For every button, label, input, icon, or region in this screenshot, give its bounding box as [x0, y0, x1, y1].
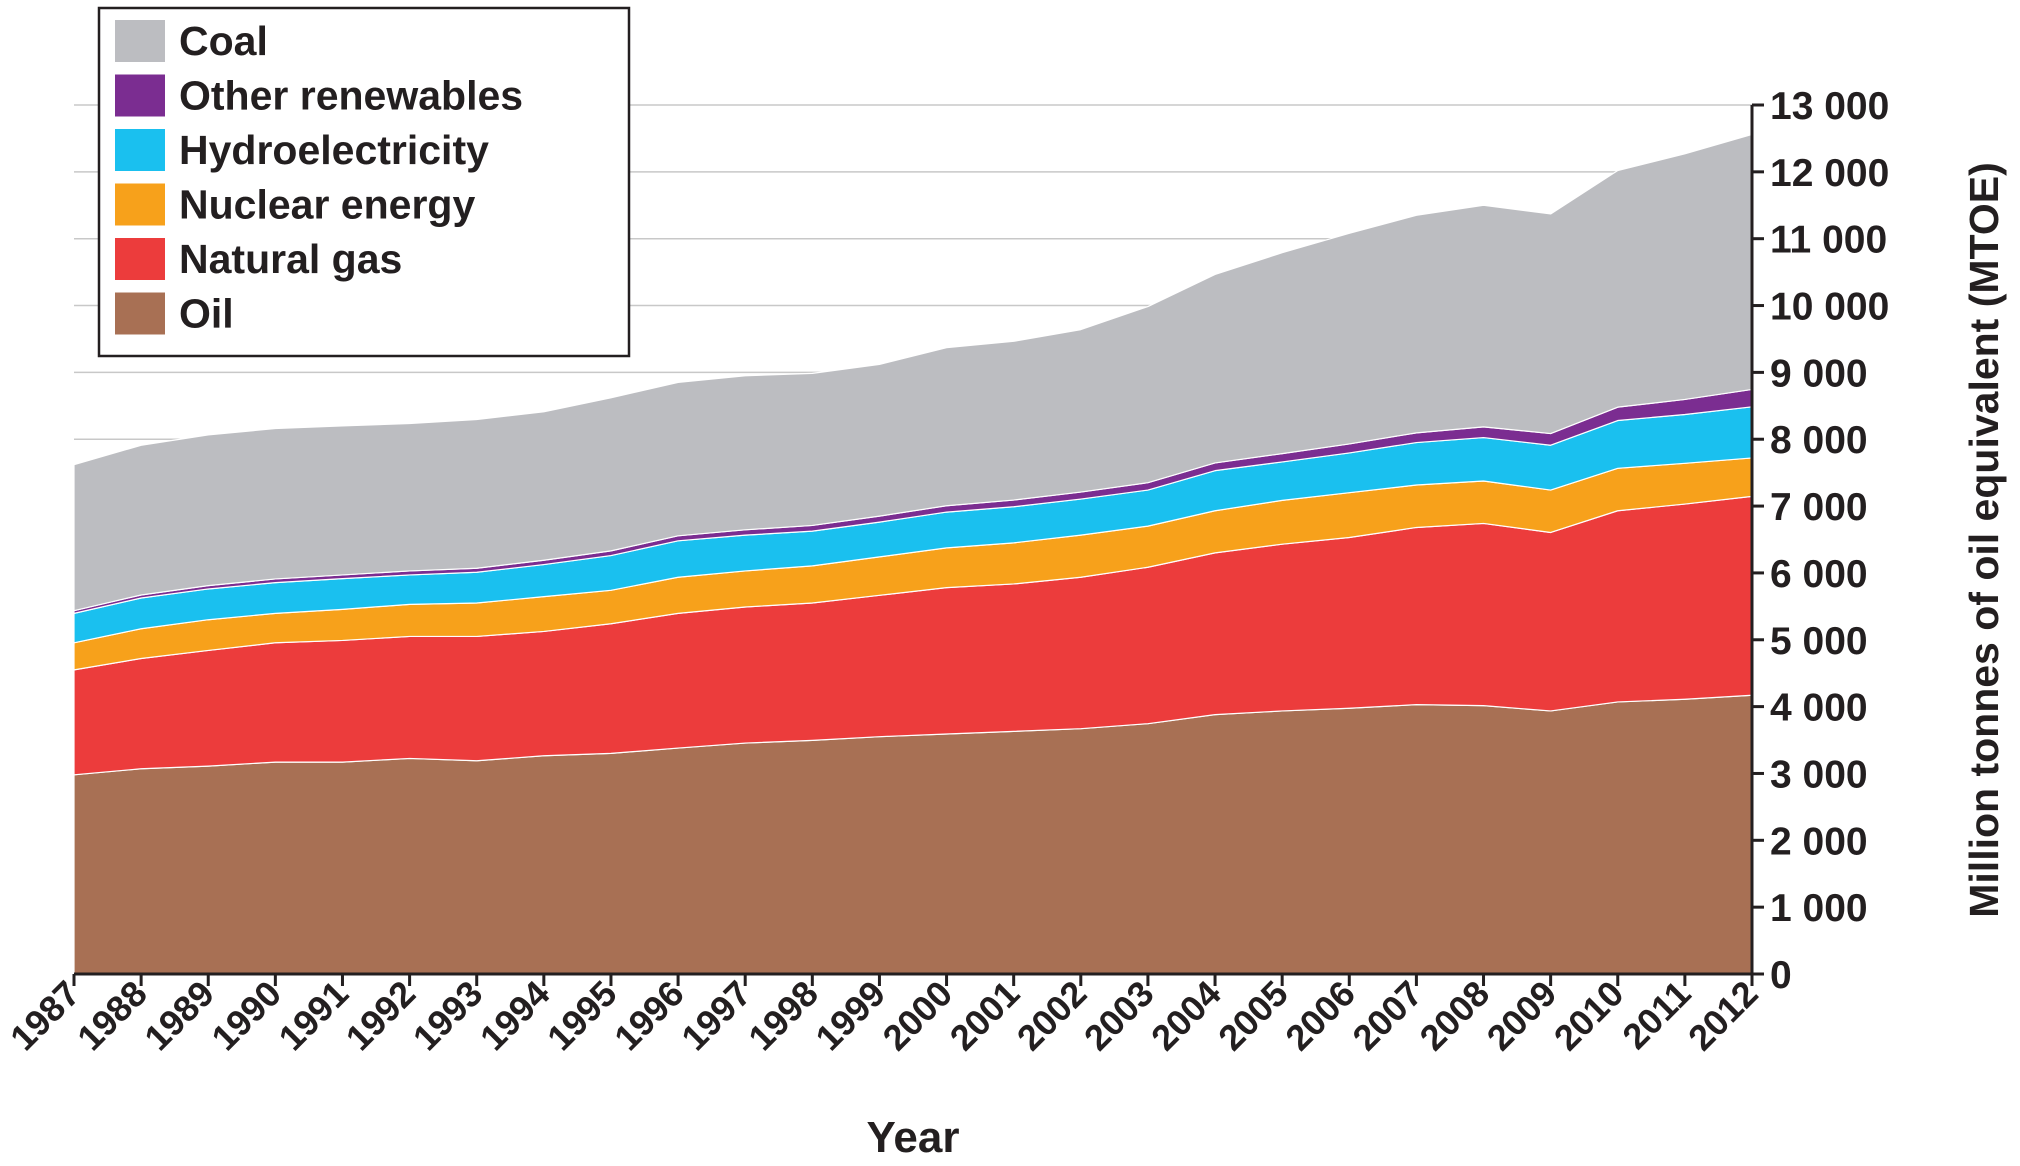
- legend-swatch: [115, 20, 165, 62]
- y-tick-label: 0: [1770, 954, 1792, 997]
- legend-swatch: [115, 238, 165, 280]
- y-tick-label: 2 000: [1770, 820, 1868, 863]
- y-tick-label: 8 000: [1770, 419, 1868, 462]
- legend-label: Coal: [179, 18, 268, 64]
- y-tick-label: 9 000: [1770, 352, 1868, 395]
- legend-label: Natural gas: [179, 236, 402, 282]
- y-tick-label: 1 000: [1770, 887, 1868, 930]
- y-tick-label: 7 000: [1770, 486, 1868, 529]
- areas: [73, 133, 1753, 975]
- y-tick-label: 6 000: [1770, 553, 1868, 596]
- legend-label: Oil: [179, 291, 234, 337]
- y-tick-label: 11 000: [1770, 219, 1887, 262]
- legend-swatch: [115, 183, 165, 226]
- legend-swatch: [115, 74, 165, 117]
- legend-box: [97, 6, 631, 358]
- legend-label: Other renewables: [179, 73, 523, 119]
- y-tick-label: 3 000: [1770, 753, 1868, 796]
- legend-label: Hydroelectricity: [179, 127, 489, 173]
- y-tick-label: 13 000: [1770, 85, 1889, 128]
- legend: Coal Other renewables Hydroelectricity Nucl…: [97, 6, 631, 358]
- y-tick-label: 10 000: [1770, 286, 1889, 329]
- y-tick-label: 5 000: [1770, 620, 1868, 663]
- legend-swatch: [115, 292, 165, 335]
- legend-swatch: [115, 129, 165, 171]
- legend-label: Nuclear energy: [179, 182, 475, 228]
- y-tick-label: 12 000: [1770, 152, 1889, 195]
- x-axis-title: Year: [867, 1113, 960, 1162]
- y-axis-title: Million tonnes of oil equivalent (MTOE): [1961, 162, 2007, 917]
- y-tick-label: 4 000: [1770, 687, 1868, 730]
